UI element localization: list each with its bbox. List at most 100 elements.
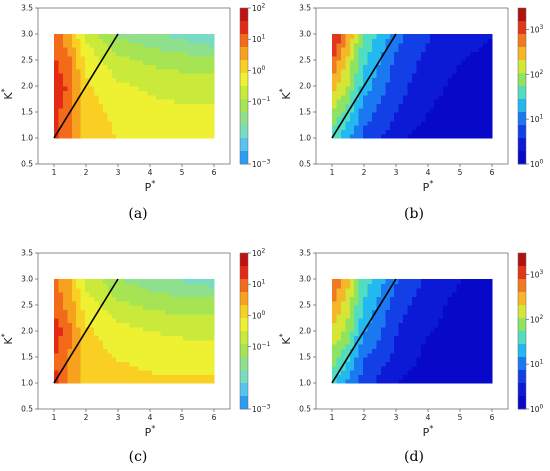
contour-cell <box>205 296 211 302</box>
contour-cell <box>67 296 73 302</box>
contour-cell <box>438 344 444 349</box>
contour-cell <box>407 352 413 358</box>
contour-cell <box>438 365 444 371</box>
contour-cell <box>372 133 378 139</box>
contour-cell <box>385 34 391 39</box>
contour-cell <box>196 42 202 48</box>
contour-cell <box>165 64 171 70</box>
contour-cell <box>102 300 108 306</box>
contour-cell <box>85 378 91 384</box>
contour-cell <box>358 103 364 109</box>
contour-cell <box>487 125 493 130</box>
contour-cell <box>80 47 86 52</box>
y-tick-label: 1.5 <box>299 353 311 362</box>
contour-cell <box>372 374 378 380</box>
contour-cell <box>380 112 386 117</box>
contour-cell <box>363 47 369 52</box>
contour-cell <box>200 283 206 289</box>
contour-cell <box>120 94 126 100</box>
contour-cell <box>191 287 197 293</box>
contour-cell <box>165 331 171 336</box>
contour-cell <box>389 120 395 126</box>
contour-cell <box>434 112 440 117</box>
colorbar-tick-label: 101 <box>530 359 544 370</box>
contour-cell <box>363 116 369 122</box>
contour-cell <box>80 287 86 293</box>
contour-cell <box>487 81 493 87</box>
contour-cell <box>129 365 135 371</box>
contour-cell <box>389 365 395 371</box>
contour-cell <box>94 64 100 70</box>
contour-cell <box>142 81 148 87</box>
contour-cell <box>447 339 453 345</box>
contour-cell <box>111 313 117 319</box>
colorbar-band <box>518 344 526 358</box>
contour-cell <box>67 335 73 341</box>
contour-cell <box>376 348 382 354</box>
contour-cell <box>116 116 122 122</box>
contour-cell <box>205 292 211 297</box>
contour-cell <box>111 348 117 354</box>
contour-cell <box>447 352 453 358</box>
y-tick-label: 1.0 <box>299 134 311 143</box>
contour-cell <box>456 129 462 135</box>
contour-cell <box>71 296 77 302</box>
contour-cell <box>62 313 68 319</box>
contour-cell <box>403 68 409 74</box>
colorbar-band <box>518 279 526 293</box>
contour-cell <box>425 344 431 349</box>
contour-cell <box>394 77 400 83</box>
contour-cell <box>54 331 60 336</box>
contour-cell <box>76 73 82 78</box>
contour-cell <box>107 339 113 345</box>
contour-cell <box>147 73 153 78</box>
contour-cell <box>389 60 395 65</box>
contour-cell <box>134 283 140 289</box>
contour-cell <box>443 365 449 371</box>
contour-cell <box>151 352 157 358</box>
contour-cell <box>178 38 184 44</box>
contour-cell <box>336 344 342 349</box>
contour-cell <box>178 90 184 96</box>
contour-cell <box>389 287 395 293</box>
contour-cell <box>349 326 355 332</box>
contour-cell <box>58 305 64 310</box>
contour-cell <box>98 313 104 319</box>
contour-cell <box>205 300 211 306</box>
contour-cell <box>349 305 355 310</box>
contour-cell <box>209 361 215 367</box>
contour-cell <box>156 94 162 100</box>
contour-cell <box>165 287 171 293</box>
contour-cell <box>425 296 431 302</box>
contour-cell <box>129 313 135 319</box>
contour-cell <box>94 81 100 87</box>
contour-cell <box>138 86 144 91</box>
contour-cell <box>182 103 188 109</box>
x-tick-label: 1 <box>52 413 57 422</box>
contour-cell <box>460 318 466 323</box>
contour-cell <box>67 94 73 100</box>
contour-cell <box>438 374 444 380</box>
contour-cell <box>354 64 360 70</box>
contour-cell <box>98 283 104 289</box>
contour-cell <box>434 326 440 332</box>
contour-cell <box>340 112 346 117</box>
contour-cell <box>443 42 449 48</box>
contour-cell <box>465 34 471 39</box>
contour-cell <box>438 292 444 297</box>
contour-cell <box>76 64 82 70</box>
contour-cell <box>403 103 409 109</box>
contour-cell <box>412 60 418 65</box>
contour-cell <box>120 378 126 384</box>
contour-cell <box>420 107 426 113</box>
contour-cell <box>147 129 153 135</box>
contour-cell <box>120 335 126 341</box>
contour-cell <box>478 125 484 130</box>
contour-cell <box>169 296 175 302</box>
colorbar-tick-label: 100 <box>530 404 544 415</box>
contour-cell <box>443 99 449 104</box>
contour-cell <box>102 103 108 109</box>
contour-cell <box>425 365 431 371</box>
contour-cell <box>349 352 355 358</box>
contour-cell <box>129 296 135 302</box>
